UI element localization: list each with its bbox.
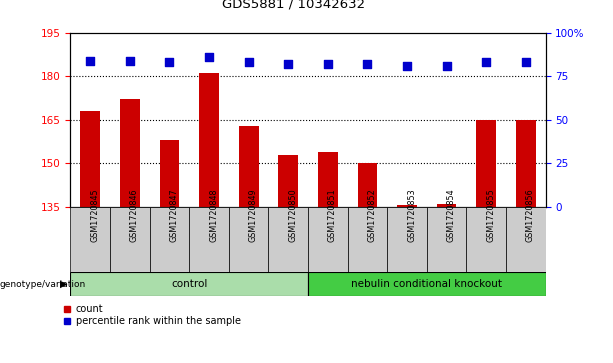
Bar <box>70 272 308 296</box>
Bar <box>120 99 140 207</box>
Text: genotype/variation: genotype/variation <box>0 280 86 289</box>
Point <box>481 60 491 65</box>
Bar <box>278 155 298 207</box>
Text: GSM1720853: GSM1720853 <box>407 188 416 241</box>
Point <box>521 60 531 65</box>
Bar <box>308 272 546 296</box>
Text: GSM1720847: GSM1720847 <box>169 188 178 241</box>
Text: GSM1720854: GSM1720854 <box>447 188 455 241</box>
Text: GSM1720848: GSM1720848 <box>209 188 218 241</box>
Bar <box>436 204 457 207</box>
Bar <box>199 73 219 207</box>
Text: GSM1720855: GSM1720855 <box>486 188 495 242</box>
Point <box>85 58 95 64</box>
Bar <box>229 207 268 272</box>
Bar <box>466 207 506 272</box>
Bar <box>516 120 536 207</box>
Point <box>204 54 214 60</box>
Point <box>164 60 174 65</box>
Text: GSM1720850: GSM1720850 <box>288 188 297 241</box>
Bar <box>110 207 150 272</box>
Bar <box>427 207 466 272</box>
Bar <box>308 207 348 272</box>
Point <box>442 63 452 69</box>
Point <box>125 58 135 64</box>
Point <box>362 61 372 67</box>
Bar <box>159 140 180 207</box>
Bar <box>357 163 378 207</box>
Bar <box>397 205 417 207</box>
Bar <box>387 207 427 272</box>
Point <box>244 60 254 65</box>
Text: ▶: ▶ <box>60 279 67 289</box>
Text: GSM1720849: GSM1720849 <box>249 188 257 241</box>
Bar <box>268 207 308 272</box>
Point <box>283 61 293 67</box>
Text: GSM1720852: GSM1720852 <box>367 188 376 242</box>
Text: GSM1720845: GSM1720845 <box>90 188 99 241</box>
Text: GSM1720851: GSM1720851 <box>328 188 337 241</box>
Bar <box>150 207 189 272</box>
Text: GDS5881 / 10342632: GDS5881 / 10342632 <box>223 0 365 11</box>
Bar <box>238 126 259 207</box>
Bar <box>189 207 229 272</box>
Bar <box>70 207 110 272</box>
Bar <box>318 152 338 207</box>
Point <box>323 61 333 67</box>
Text: control: control <box>171 279 207 289</box>
Text: GSM1720846: GSM1720846 <box>130 188 139 241</box>
Legend: count, percentile rank within the sample: count, percentile rank within the sample <box>63 304 241 326</box>
Text: nebulin conditional knockout: nebulin conditional knockout <box>351 279 502 289</box>
Point <box>402 63 412 69</box>
Text: GSM1720856: GSM1720856 <box>526 188 535 241</box>
Bar <box>80 111 100 207</box>
Bar <box>348 207 387 272</box>
Bar <box>476 120 496 207</box>
Bar <box>506 207 546 272</box>
